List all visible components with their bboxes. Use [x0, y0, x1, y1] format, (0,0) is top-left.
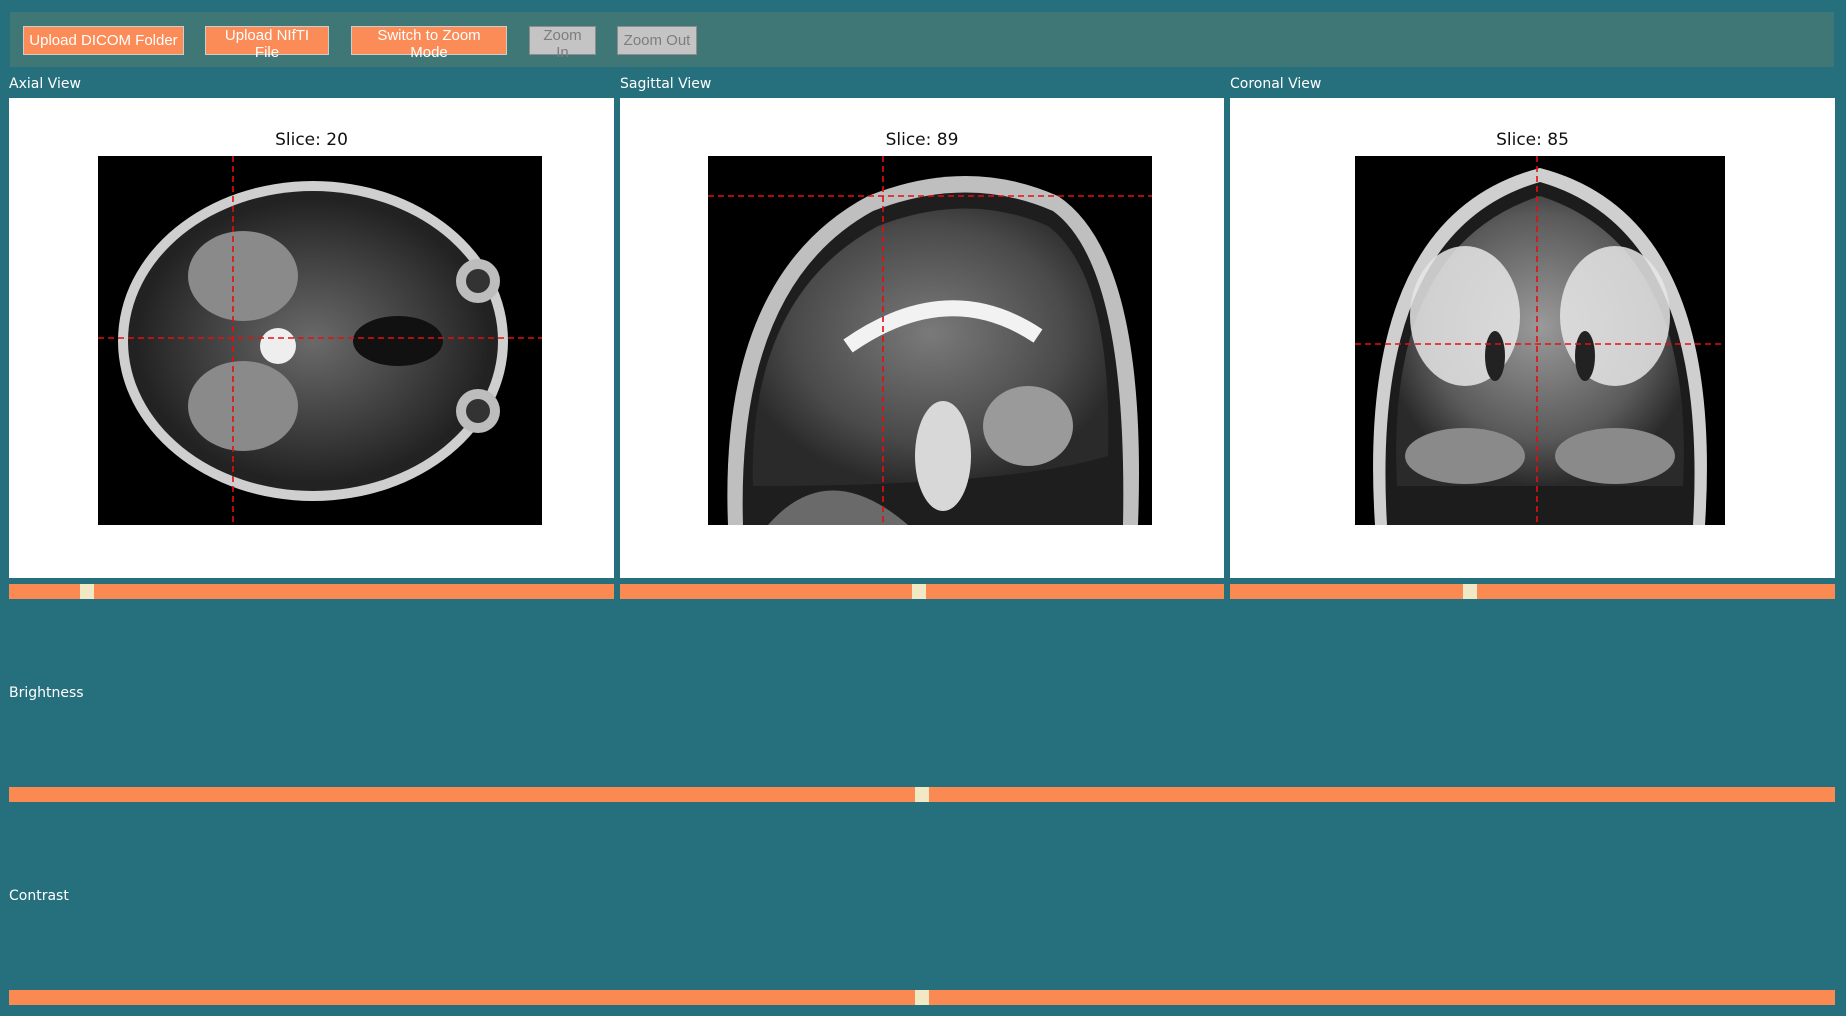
toolbar: Upload DICOM Folder Upload NIfTI File Sw…	[10, 12, 1834, 67]
coronal-view-panel[interactable]: Slice: 85	[1230, 98, 1835, 578]
zoom-out-button[interactable]: Zoom Out	[617, 26, 697, 55]
brightness-label: Brightness	[9, 685, 84, 701]
axial-view-panel[interactable]: Slice: 20	[9, 98, 614, 578]
coronal-slice-label: Slice: 85	[1496, 130, 1569, 150]
zoom-in-button[interactable]: Zoom In	[529, 26, 596, 61]
axial-view-label: Axial View	[9, 76, 81, 92]
coronal-view-label: Coronal View	[1230, 76, 1322, 92]
coronal-slice-slider-thumb[interactable]	[1463, 584, 1477, 599]
contrast-slider-thumb[interactable]	[915, 990, 929, 1005]
sagittal-slice-slider[interactable]	[620, 584, 1224, 599]
sagittal-image[interactable]	[708, 156, 1152, 525]
contrast-label: Contrast	[9, 888, 69, 904]
sagittal-view-panel[interactable]: Slice: 89	[620, 98, 1224, 578]
axial-slice-label: Slice: 20	[275, 130, 348, 150]
brightness-slider[interactable]	[9, 787, 1835, 802]
contrast-slider[interactable]	[9, 990, 1835, 1005]
coronal-slice-slider[interactable]	[1230, 584, 1835, 599]
coronal-image[interactable]	[1355, 156, 1725, 525]
upload-nifti-file-button[interactable]: Upload NIfTI File	[205, 26, 329, 61]
sagittal-slice-label: Slice: 89	[885, 130, 959, 150]
sagittal-view-label: Sagittal View	[620, 76, 712, 92]
axial-image[interactable]	[98, 156, 542, 525]
axial-slice-slider-thumb[interactable]	[80, 584, 94, 599]
upload-dicom-folder-button[interactable]: Upload DICOM Folder	[23, 26, 184, 55]
brightness-slider-thumb[interactable]	[915, 787, 929, 802]
sagittal-slice-slider-thumb[interactable]	[912, 584, 926, 599]
switch-zoom-mode-button[interactable]: Switch to Zoom Mode	[351, 26, 507, 61]
axial-slice-slider[interactable]	[9, 584, 614, 599]
